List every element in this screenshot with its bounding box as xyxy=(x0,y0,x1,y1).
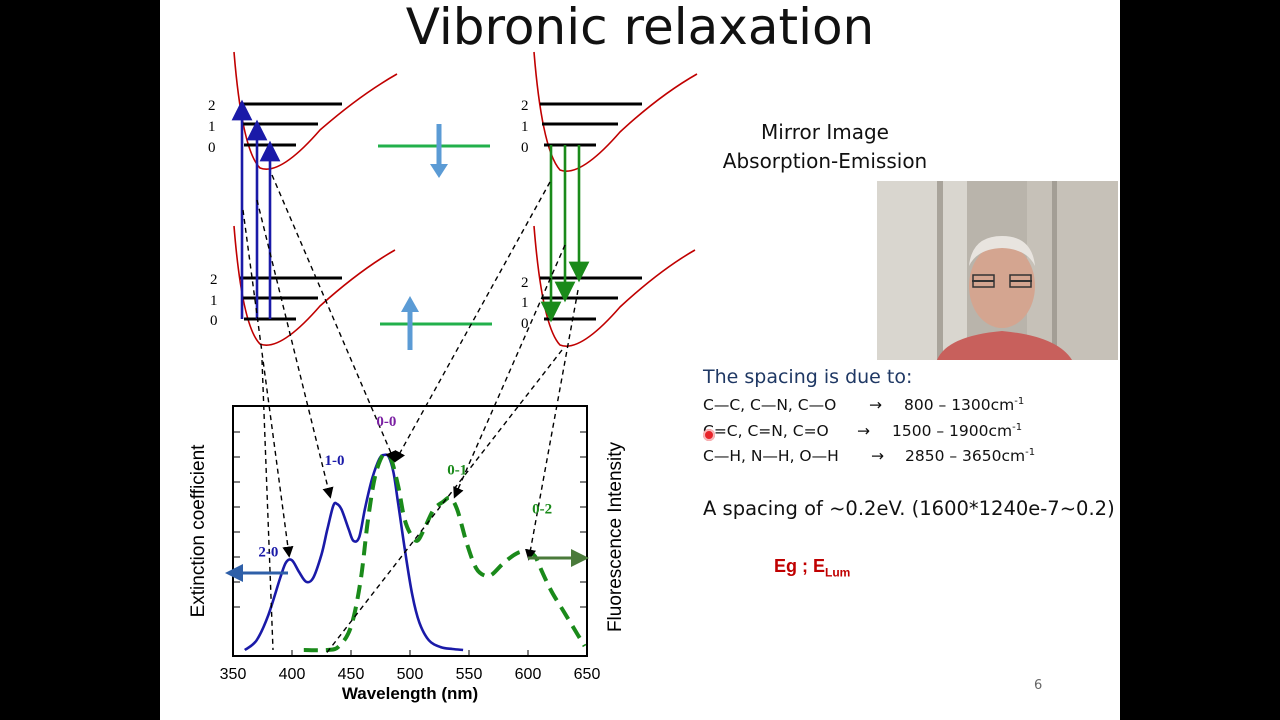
arrow-icon: → xyxy=(871,447,884,465)
spacing-example: A spacing of ~0.2eV. (1600*1240e-7~0.2) xyxy=(703,497,1115,520)
slide-title: Vibronic relaxation xyxy=(405,0,875,56)
bond-range: 800 – 1300cm-1 xyxy=(904,396,1025,415)
bond-groups: C—H, N—H, O—H xyxy=(703,447,839,465)
x-tick-label: 400 xyxy=(279,666,306,683)
bond-groups: C=C, C=N, C=O xyxy=(703,422,829,440)
x-tick-label: 600 xyxy=(515,666,542,683)
level-label: 0 xyxy=(521,140,529,156)
absorption-series-line xyxy=(243,453,464,652)
mirror-line-1: Mirror Image xyxy=(761,120,889,144)
bond-row-hydrogen: C—H, N—H, O—H xyxy=(703,447,839,465)
page-number: 6 xyxy=(1034,678,1043,693)
spectrum-chart: 350 400 450 500 550 600 650 Wavelength (nm) Exti… xyxy=(188,405,626,703)
slide: Vibronic relaxation xyxy=(160,0,1120,720)
x-tick-label: 650 xyxy=(574,666,601,683)
level-label: 0 xyxy=(208,140,216,156)
level-label: 2 xyxy=(208,98,216,114)
bond-range: 2850 – 3650cm-1 xyxy=(905,447,1036,466)
y-axis-label: Extinction coefficient xyxy=(188,444,209,618)
spacing-heading: The spacing is due to: xyxy=(703,366,913,388)
mirror-caption: Mirror Image Absorption-Emission xyxy=(700,118,950,176)
emission-series-line xyxy=(303,452,587,653)
level-label: 0 xyxy=(521,316,529,332)
arrow-icon: → xyxy=(869,396,882,414)
bond-groups: C—C, C—N, C—O xyxy=(703,396,837,414)
peak-label: 2-0 xyxy=(258,544,278,560)
bond-row-double: C=C, C=N, C=O xyxy=(703,422,829,440)
y2-axis-label: Fluorescence Intensity xyxy=(605,441,626,632)
peak-labels: 0-0 1-0 2-0 0-1 0-2 xyxy=(258,414,552,561)
x-tick-label: 550 xyxy=(456,666,483,683)
peak-label: 0-1 xyxy=(447,463,467,479)
absorption-arrows xyxy=(231,99,281,319)
emission-arrows xyxy=(540,145,590,323)
x-tick-label: 350 xyxy=(220,666,247,683)
level-label: 1 xyxy=(208,119,216,135)
bond-range: 1500 – 1900cm-1 xyxy=(892,422,1023,441)
spin-arrow-down-head xyxy=(430,164,448,178)
x-tick-label: 500 xyxy=(397,666,424,683)
upper-left-potential xyxy=(233,51,398,170)
level-label: 0 xyxy=(210,313,218,329)
peak-label: 0-2 xyxy=(532,502,552,518)
level-label: 1 xyxy=(210,293,218,309)
level-label: 2 xyxy=(210,272,218,288)
spin-arrow-up-head xyxy=(401,296,419,312)
peak-label: 0-0 xyxy=(376,414,396,430)
lower-right-potential xyxy=(533,225,696,347)
upper-right-potential xyxy=(533,51,698,172)
transition-connectors xyxy=(242,174,579,656)
level-label: 1 xyxy=(521,295,529,311)
presenter-image xyxy=(877,181,1118,360)
x-tick-label: 450 xyxy=(338,666,365,683)
webcam-video xyxy=(877,181,1118,360)
level-label: 1 xyxy=(521,119,529,135)
level-label: 2 xyxy=(521,98,529,114)
vibronic-diagram: 2 1 0 2 1 0 2 1 0 2 1 0 xyxy=(188,51,698,703)
bond-row-single: C—C, C—N, C—O xyxy=(703,396,836,414)
level-label: 2 xyxy=(521,275,529,291)
x-axis-label: Wavelength (nm) xyxy=(342,684,478,703)
mirror-line-2: Absorption-Emission xyxy=(722,149,928,173)
energy-gap-label: Eg ; ELum xyxy=(774,556,851,580)
peak-label: 1-0 xyxy=(324,453,344,469)
arrow-icon: → xyxy=(857,422,870,440)
laser-pointer-icon xyxy=(703,429,715,441)
